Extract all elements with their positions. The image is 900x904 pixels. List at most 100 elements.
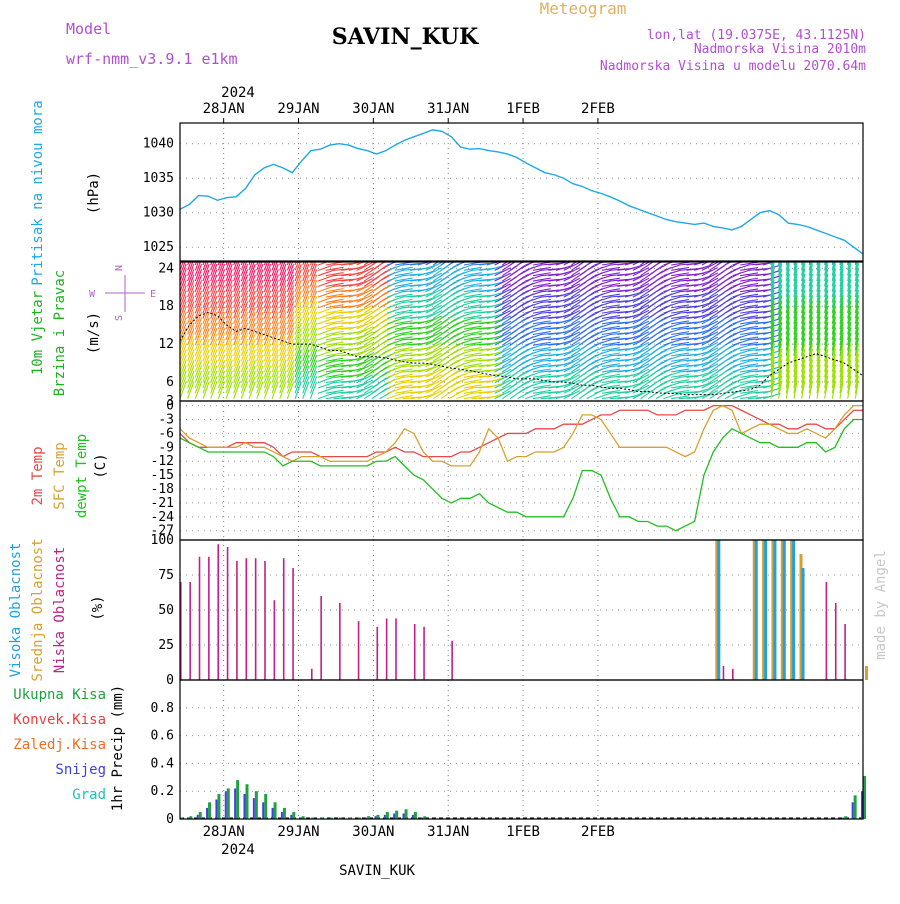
wind-barb bbox=[701, 379, 719, 389]
wind-barb bbox=[302, 262, 307, 271]
cloud-bar-low bbox=[357, 621, 360, 680]
precip-bar-snow bbox=[402, 813, 405, 819]
wind-barb bbox=[701, 293, 719, 303]
wind-barb bbox=[808, 343, 813, 362]
wind-barb bbox=[233, 279, 241, 298]
wind-barb bbox=[202, 262, 207, 271]
wind-barb bbox=[601, 277, 620, 282]
wind-barb bbox=[194, 306, 203, 324]
wind-barb bbox=[180, 301, 187, 319]
wind-barb bbox=[356, 347, 373, 357]
wind-barb bbox=[709, 262, 723, 271]
wind-barb bbox=[394, 298, 413, 303]
wind-barb bbox=[248, 349, 256, 367]
wind-barb bbox=[563, 309, 581, 319]
wind-barb bbox=[294, 306, 302, 324]
wind-barb bbox=[808, 305, 813, 324]
wind-barb bbox=[225, 285, 233, 303]
wind-barb bbox=[394, 379, 413, 384]
wind-barb bbox=[716, 377, 733, 389]
wind-barb bbox=[601, 341, 620, 346]
wind-barb bbox=[325, 314, 344, 320]
wind-barb bbox=[325, 384, 344, 389]
wind-barb bbox=[286, 328, 295, 346]
wind-barb bbox=[425, 288, 442, 298]
wind-barb bbox=[532, 368, 551, 373]
wind-barb bbox=[801, 338, 806, 356]
wind-barb bbox=[801, 289, 806, 308]
wind-barb bbox=[486, 275, 505, 282]
rose-n: N bbox=[114, 265, 125, 271]
wind-barb bbox=[578, 377, 595, 389]
wind-barb bbox=[325, 320, 344, 325]
wind-barb bbox=[240, 279, 249, 298]
wind-barb bbox=[801, 359, 806, 378]
precip-bar-total bbox=[853, 795, 857, 819]
wind-barb bbox=[417, 302, 436, 309]
wind-barb bbox=[716, 345, 733, 357]
wind-barb bbox=[240, 370, 249, 389]
precip-bar-snow bbox=[206, 807, 209, 819]
wind-barb bbox=[601, 395, 620, 400]
wind-barb bbox=[417, 355, 436, 362]
wind-barb bbox=[494, 304, 512, 314]
y-tick-label: 6 bbox=[166, 375, 174, 390]
wind-barb bbox=[309, 333, 318, 351]
wind-barb bbox=[740, 309, 759, 314]
wind-barb bbox=[356, 304, 373, 314]
wind-barb bbox=[279, 328, 287, 346]
wind-barb bbox=[394, 272, 413, 277]
wind-barb bbox=[816, 380, 821, 399]
wind-barb bbox=[317, 354, 336, 362]
cloud-label-high: Visoka Oblacnost bbox=[8, 543, 24, 678]
wind-barb bbox=[671, 341, 690, 346]
wind-barb bbox=[271, 376, 279, 394]
wind-barb bbox=[816, 332, 821, 351]
wind-barb bbox=[770, 380, 775, 399]
wind-barb bbox=[578, 313, 595, 325]
wind-barb bbox=[701, 373, 719, 384]
wind-barb bbox=[325, 373, 344, 378]
wind-barb bbox=[594, 317, 612, 325]
wind-barb bbox=[210, 360, 218, 378]
wind-barb bbox=[271, 279, 279, 298]
wind-barb bbox=[801, 311, 806, 330]
wind-barb bbox=[563, 384, 581, 394]
wind-barb bbox=[302, 328, 310, 346]
cloud-bar-low bbox=[208, 556, 210, 680]
wind-barb bbox=[202, 317, 210, 335]
wind-barb bbox=[824, 279, 829, 298]
wind-barb bbox=[387, 349, 405, 357]
wind-barb bbox=[271, 317, 279, 335]
wind-barb bbox=[302, 269, 310, 287]
cloud-bar-low bbox=[273, 600, 276, 680]
wind-barb bbox=[785, 322, 790, 340]
wind-barb bbox=[716, 265, 733, 277]
wind-barb bbox=[180, 262, 186, 276]
wind-barb bbox=[532, 379, 551, 384]
wind-barb bbox=[233, 262, 238, 271]
wind-barb bbox=[394, 314, 413, 320]
cloud-bar-low bbox=[189, 582, 191, 680]
wind-barb bbox=[671, 331, 690, 336]
wind-barb bbox=[325, 341, 344, 346]
wind-barb bbox=[647, 275, 664, 287]
wind-barb bbox=[225, 333, 233, 351]
wind-barb bbox=[248, 262, 255, 276]
wind-barb bbox=[671, 283, 690, 287]
wind-barb bbox=[387, 376, 405, 384]
wind-barb bbox=[824, 343, 829, 362]
wind-barb bbox=[425, 352, 442, 362]
wind-barb bbox=[348, 323, 367, 330]
wind-barb bbox=[248, 296, 256, 314]
wind-barb bbox=[394, 346, 413, 352]
wind-barb bbox=[286, 376, 295, 394]
wind-barb bbox=[716, 270, 733, 282]
wind-barb bbox=[808, 300, 813, 319]
wind-barb bbox=[425, 315, 442, 325]
wind-barb bbox=[202, 344, 210, 362]
wind-barb bbox=[563, 347, 581, 357]
wind-barb bbox=[694, 328, 712, 336]
wind-barb bbox=[240, 354, 249, 373]
date-label-top: 2FEB bbox=[581, 101, 615, 117]
